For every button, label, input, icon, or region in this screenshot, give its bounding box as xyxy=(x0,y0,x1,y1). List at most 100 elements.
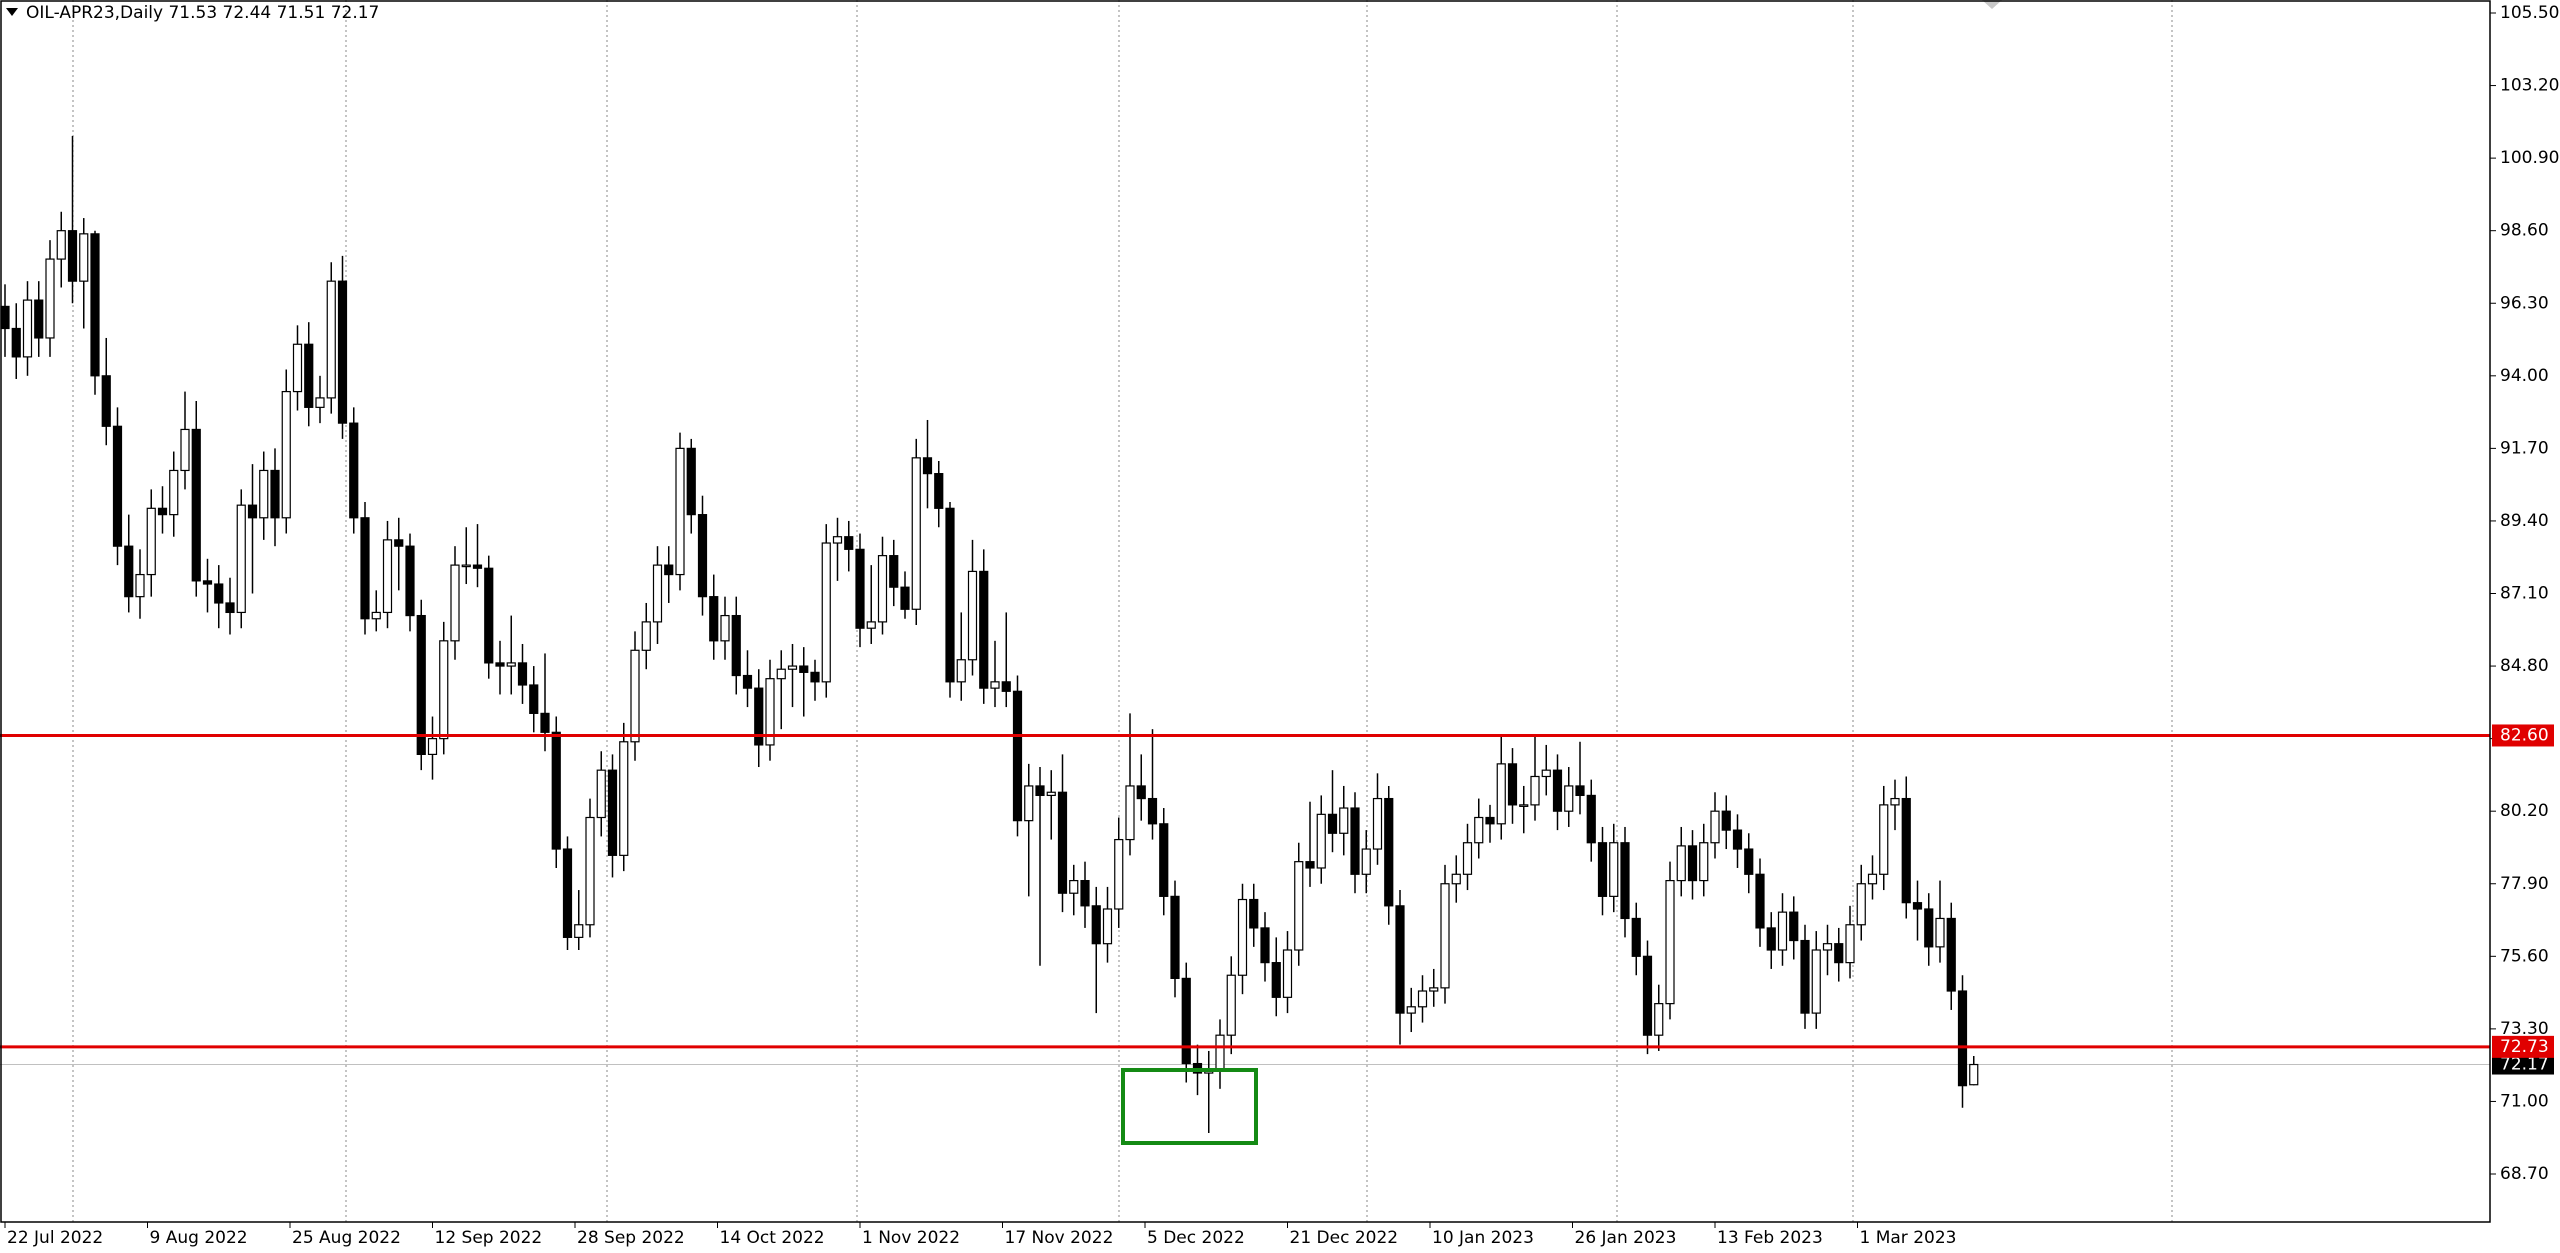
candle-body xyxy=(1406,1006,1416,1014)
candle-body xyxy=(112,425,123,547)
candle-body xyxy=(0,305,10,330)
candle-body xyxy=(900,586,910,610)
candle-body xyxy=(990,681,1000,689)
shift-marker xyxy=(1982,0,2002,9)
candle-body xyxy=(1822,943,1833,951)
candle-body xyxy=(1642,955,1653,1036)
candle-body xyxy=(1361,848,1371,875)
candle-body xyxy=(1136,785,1146,800)
level-tag xyxy=(2492,724,2554,747)
candle-body xyxy=(1282,949,1293,998)
candle-body xyxy=(1519,804,1529,807)
candle-body xyxy=(1496,763,1506,825)
candle-body xyxy=(1732,829,1743,850)
candle-body xyxy=(1226,974,1236,1036)
candle-body xyxy=(1395,905,1405,1014)
candle-body xyxy=(551,731,561,850)
x-tick-label: 1 Nov 2022 xyxy=(862,1228,960,1248)
candle-body xyxy=(326,280,336,399)
candle-body xyxy=(214,583,224,604)
candle-body xyxy=(1777,911,1788,951)
candle-body xyxy=(1474,816,1484,844)
candle-body xyxy=(270,469,280,519)
menu-triangle[interactable] xyxy=(6,8,18,16)
candle-body xyxy=(101,375,111,427)
highlight-box xyxy=(1121,1068,1258,1145)
candle-body xyxy=(461,564,471,568)
y-tick-label: 98.60 xyxy=(2500,221,2549,241)
y-tick-label: 80.20 xyxy=(2500,801,2549,821)
x-tick-label: 22 Jul 2022 xyxy=(7,1228,103,1248)
candle-body xyxy=(1170,895,1180,979)
candle-body xyxy=(1249,898,1259,929)
candle-body xyxy=(1867,873,1878,885)
x-tick-label: 10 Jan 2023 xyxy=(1432,1228,1534,1248)
candle-body xyxy=(1237,898,1248,976)
candle-body xyxy=(517,662,528,686)
candle-body xyxy=(675,447,685,576)
x-tick-label: 26 Jan 2023 xyxy=(1575,1228,1677,1248)
last-price-tag xyxy=(2492,1054,2554,1075)
candle-body xyxy=(697,514,708,598)
candle-body xyxy=(1046,791,1056,797)
candle-body xyxy=(776,668,786,680)
candle-body xyxy=(439,640,449,740)
candle-body xyxy=(1091,905,1101,945)
candle-body xyxy=(596,769,606,819)
candle-body xyxy=(191,428,201,582)
x-tick-label: 28 Sep 2022 xyxy=(577,1228,685,1248)
overlay xyxy=(0,0,2490,1145)
candle-body xyxy=(1451,873,1461,885)
candle-body xyxy=(315,397,325,408)
y-tick-label: 103.20 xyxy=(2500,76,2559,96)
candle-body xyxy=(472,564,483,569)
candle-body xyxy=(619,741,629,856)
candle-body xyxy=(709,596,719,642)
candle-body xyxy=(1845,924,1855,964)
x-tick-label: 9 Aug 2022 xyxy=(150,1228,248,1248)
candle-body xyxy=(360,517,370,620)
candle-body xyxy=(169,469,179,516)
candle-body xyxy=(382,539,393,614)
level-label: 82.60 xyxy=(2500,725,2549,745)
plot-frame xyxy=(0,0,2491,1223)
candle-body xyxy=(1114,838,1124,910)
candle-body xyxy=(765,678,775,746)
y-tick-label: 71.00 xyxy=(2500,1091,2549,1111)
candle-body xyxy=(1462,842,1473,875)
chart-title: OIL-APR23,Daily 71.53 72.44 71.51 72.17 xyxy=(26,3,379,23)
candle-body xyxy=(810,671,820,683)
candle-body xyxy=(821,542,831,683)
x-tick-label: 17 Nov 2022 xyxy=(1005,1228,1114,1248)
y-tick-label: 105.50 xyxy=(2500,3,2559,23)
x-tick-label: 12 Sep 2022 xyxy=(435,1228,543,1248)
candle-body xyxy=(124,545,134,598)
candle-body xyxy=(911,457,921,610)
candle-body xyxy=(1102,908,1113,945)
y-tick-label: 87.10 xyxy=(2500,584,2549,604)
candle-body xyxy=(607,769,618,856)
candle-body xyxy=(1969,1063,1979,1086)
candle-body xyxy=(1384,797,1394,907)
candle-body xyxy=(1789,911,1799,942)
candle-body xyxy=(1125,785,1135,841)
candle-body xyxy=(56,230,66,260)
candle-body xyxy=(79,233,89,282)
candle-body xyxy=(1372,797,1383,850)
y-tick-label: 100.90 xyxy=(2500,148,2559,168)
x-tick-label: 1 Mar 2023 xyxy=(1860,1228,1957,1248)
last-price-label: 72.17 xyxy=(2500,1055,2549,1075)
candle-body xyxy=(1035,785,1045,797)
candle-body xyxy=(495,662,505,667)
candle-body xyxy=(1069,879,1079,894)
candle-body xyxy=(1856,883,1866,926)
y-tick-label: 68.70 xyxy=(2500,1164,2549,1184)
candle-body xyxy=(247,504,258,519)
candle-body xyxy=(236,504,246,614)
candle-body xyxy=(90,233,100,377)
candle-body xyxy=(405,545,415,617)
candle-body xyxy=(484,567,494,664)
candle-body xyxy=(1620,842,1630,920)
